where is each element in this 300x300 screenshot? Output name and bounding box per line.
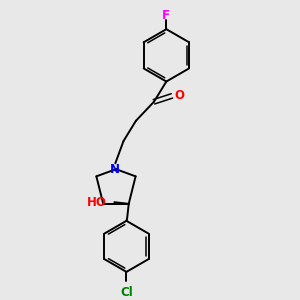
Text: HO: HO — [87, 196, 107, 209]
Text: O: O — [174, 89, 184, 102]
Text: F: F — [162, 9, 170, 22]
Text: Cl: Cl — [120, 286, 133, 299]
Text: N: N — [110, 163, 120, 176]
